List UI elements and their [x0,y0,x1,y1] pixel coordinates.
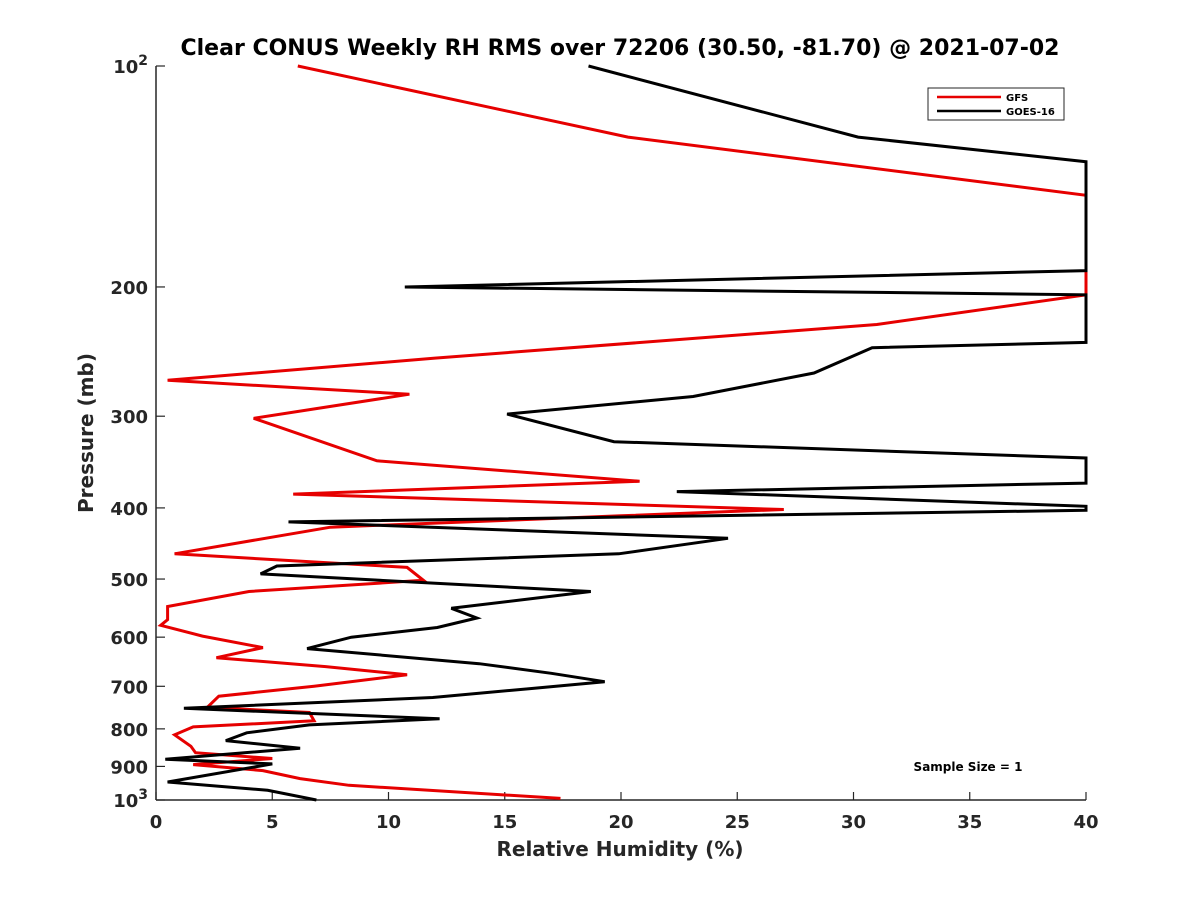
plot-area: 0 5 10 15 20 25 30 35 40 102 200 300 400 500 600 700 800… [110,53,1098,833]
y-tick-label: 700 [110,677,148,698]
legend-label-gfs: GFS [1006,93,1028,104]
series-line-goes-16 [165,64,1088,802]
y-tick-label: 500 [110,570,148,591]
x-tick-label: 0 [150,812,163,833]
x-tick-label: 35 [957,812,982,833]
x-tick-label: 5 [266,812,279,833]
sample-size-annotation: Sample Size = 1 [914,760,1023,774]
y-tick-label: 800 [110,720,148,741]
legend-box [927,87,1065,121]
y-tick-label: 300 [110,407,148,428]
x-tick-label: 20 [608,812,633,833]
y-tick-label: 400 [110,499,148,520]
chart-title: Clear CONUS Weekly RH RMS over 72206 (30… [181,36,1060,61]
y-tick-label: 900 [110,757,148,778]
x-tick-label: 25 [725,812,750,833]
y-axis-label: Pressure (mb) [74,353,98,513]
y-tick-label: 200 [110,278,148,299]
x-tick-label: 15 [492,812,517,833]
y-tick-label: 600 [110,628,148,649]
x-axis-label: Relative Humidity (%) [496,837,743,861]
x-tick-label: 30 [841,812,866,833]
series-line-gfs [157,64,1088,800]
legend: GFS GOES-16 [927,87,1065,121]
y-tick-label: 103 [113,787,148,812]
legend-label-goes-16: GOES-16 [1006,107,1055,118]
x-tick-label: 40 [1073,812,1098,833]
y-tick-label: 102 [113,53,148,78]
x-tick-label: 10 [376,812,401,833]
